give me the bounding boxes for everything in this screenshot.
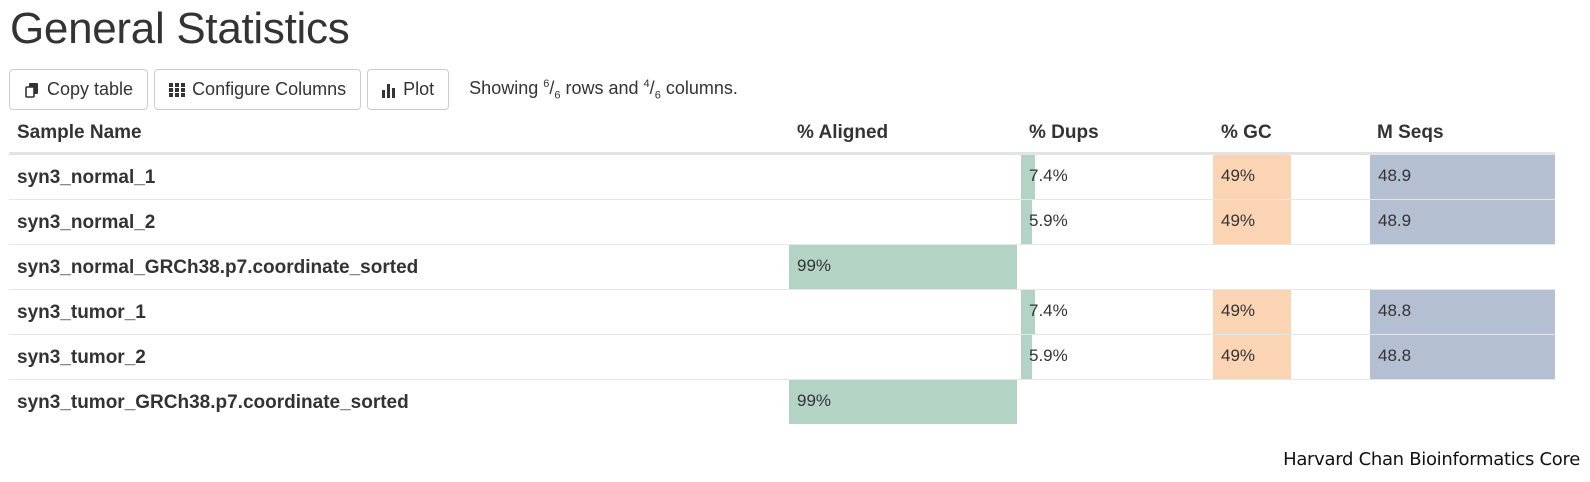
plot-button[interactable]: Plot — [367, 69, 450, 110]
table-row: syn3_tumor_GRCh38.p7.coordinate_sorted 99… — [9, 380, 1555, 424]
footer-credit: Harvard Chan Bioinformatics Core — [1283, 449, 1580, 470]
general-stats-table: Sample Name % Aligned % Dups % GC M Seqs… — [9, 114, 1555, 424]
plot-label: Plot — [403, 79, 435, 99]
aligned-cell: 99% — [789, 245, 1019, 289]
gc-bar — [1213, 200, 1292, 244]
mseqs-bar — [1370, 290, 1555, 334]
header-sample-name[interactable]: Sample Name — [17, 122, 142, 143]
mseqs-bar — [1370, 335, 1555, 379]
gc-value: 49% — [1221, 301, 1256, 320]
gc-cell: 49% — [1213, 335, 1373, 379]
dups-cell: 5.9% — [1021, 335, 1211, 379]
bar-chart-icon — [382, 82, 396, 98]
dups-value: 5.9% — [1029, 346, 1068, 365]
mseqs-cell: 48.9 — [1370, 200, 1555, 244]
dups-cell: 7.4% — [1021, 155, 1211, 199]
mseqs-cell: 48.8 — [1370, 335, 1555, 379]
sample-name-cell: syn3_tumor_2 — [17, 347, 146, 368]
configure-columns-label: Configure Columns — [192, 79, 347, 99]
configure-columns-button[interactable]: Configure Columns — [154, 69, 362, 110]
gc-bar — [1213, 335, 1292, 379]
gc-bar — [1213, 155, 1292, 199]
dups-cell: 5.9% — [1021, 200, 1211, 244]
table-row: syn3_tumor_2 5.9% 49% 48.8 — [9, 335, 1555, 380]
sample-name-cell: syn3_tumor_1 — [17, 302, 146, 323]
gc-cell: 49% — [1213, 290, 1373, 334]
copy-icon — [24, 82, 40, 98]
gc-value: 49% — [1221, 166, 1256, 185]
aligned-value: 99% — [797, 391, 832, 410]
table-body: syn3_normal_1 7.4% 49% 48.9 syn3_normal_2 5.9… — [9, 155, 1555, 424]
table-row: syn3_tumor_1 7.4% 49% 48.8 — [9, 290, 1555, 335]
header-aligned[interactable]: % Aligned — [797, 122, 889, 143]
row-column-count: Showing 6/6 rows and 4/6 columns. — [469, 77, 738, 102]
table-row: syn3_normal_GRCh38.p7.coordinate_sorted 9… — [9, 245, 1555, 290]
page-title: General Statistics — [10, 4, 350, 53]
sample-name-cell: syn3_tumor_GRCh38.p7.coordinate_sorted — [17, 392, 409, 413]
header-dups[interactable]: % Dups — [1029, 122, 1099, 143]
aligned-cell: 99% — [789, 380, 1019, 424]
sample-name-cell: syn3_normal_GRCh38.p7.coordinate_sorted — [17, 257, 419, 278]
mseqs-cell: 48.9 — [1370, 155, 1555, 199]
mseqs-bar — [1370, 200, 1555, 244]
dups-bar — [1021, 200, 1033, 244]
mseqs-bar — [1370, 155, 1555, 199]
table-row: syn3_normal_2 5.9% 49% 48.9 — [9, 200, 1555, 245]
table-header: Sample Name % Aligned % Dups % GC M Seqs — [9, 114, 1555, 155]
aligned-value: 99% — [797, 256, 832, 275]
header-gc[interactable]: % GC — [1221, 122, 1272, 143]
gc-cell: 49% — [1213, 155, 1373, 199]
gc-bar — [1213, 290, 1292, 334]
dups-bar — [1021, 335, 1033, 379]
table-row: syn3_normal_1 7.4% 49% 48.9 — [9, 155, 1555, 200]
mseqs-value: 48.9 — [1378, 166, 1412, 185]
sample-name-cell: syn3_normal_2 — [17, 212, 156, 233]
mseqs-value: 48.8 — [1378, 346, 1412, 365]
dups-value: 5.9% — [1029, 211, 1068, 230]
dups-value: 7.4% — [1029, 166, 1068, 185]
copy-table-button[interactable]: Copy table — [9, 69, 149, 110]
header-mseqs[interactable]: M Seqs — [1377, 122, 1444, 143]
copy-table-label: Copy table — [47, 79, 134, 99]
mseqs-value: 48.9 — [1378, 211, 1412, 230]
dups-bar — [1021, 155, 1036, 199]
aligned-bar — [789, 380, 1017, 424]
dups-value: 7.4% — [1029, 301, 1068, 320]
aligned-bar — [789, 245, 1017, 289]
table-toolbar: Copy table Configure Columns Plot Showin… — [9, 68, 738, 111]
gc-value: 49% — [1221, 346, 1256, 365]
grid-icon — [169, 82, 186, 98]
gc-cell: 49% — [1213, 200, 1373, 244]
mseqs-cell: 48.8 — [1370, 290, 1555, 334]
dups-cell: 7.4% — [1021, 290, 1211, 334]
mseqs-value: 48.8 — [1378, 301, 1412, 320]
sample-name-cell: syn3_normal_1 — [17, 167, 156, 188]
gc-value: 49% — [1221, 211, 1256, 230]
dups-bar — [1021, 290, 1036, 334]
